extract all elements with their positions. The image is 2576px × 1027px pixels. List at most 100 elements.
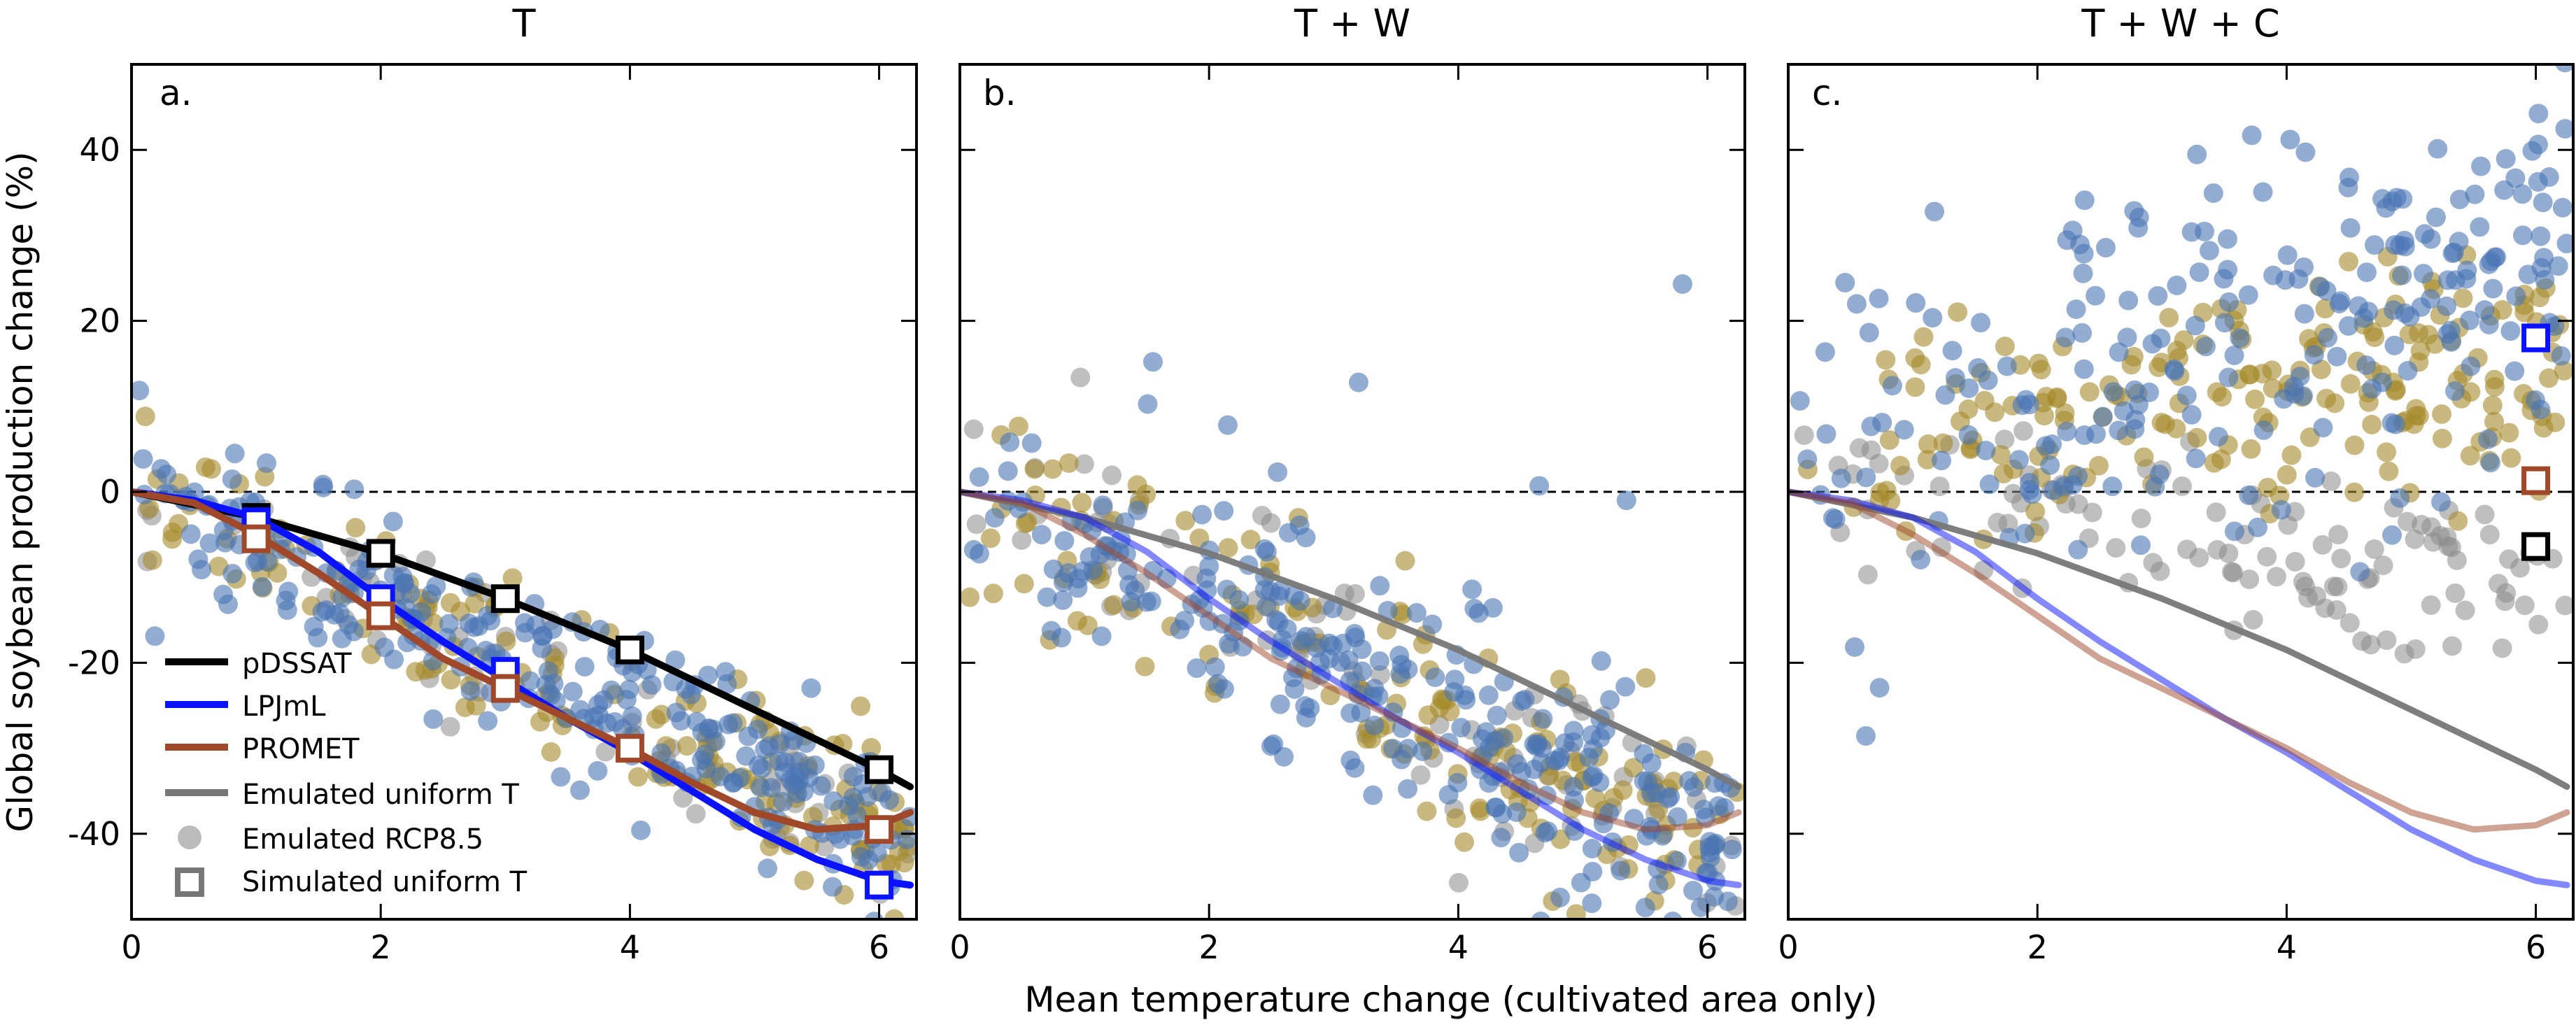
scatter-point-blue xyxy=(2372,372,2393,392)
scatter-point-blue xyxy=(218,594,238,614)
simulated-square-promet xyxy=(241,524,271,553)
scatter-point-gold xyxy=(2484,369,2505,390)
scatter-point-blue xyxy=(1694,800,1714,820)
scatter-point-blue xyxy=(2382,525,2402,545)
scatter-point-blue xyxy=(525,615,546,635)
scatter-point-blue xyxy=(133,449,153,469)
scatter-point-grey xyxy=(2323,576,2344,597)
scatter-point-blue xyxy=(2310,276,2330,297)
scatter-point-blue xyxy=(312,602,332,622)
scatter-point-grey xyxy=(2331,548,2351,569)
scatter-point-blue xyxy=(544,674,564,694)
x-axis-label: Mean temperature change (cultivated area… xyxy=(1024,979,1877,1020)
scatter-point-blue xyxy=(569,780,590,800)
scatter-point-blue xyxy=(1364,679,1385,699)
scatter-point-gold xyxy=(851,696,871,716)
scatter-point-blue xyxy=(588,760,608,781)
scatter-point-blue xyxy=(2535,269,2555,290)
scatter-point-gold xyxy=(1072,493,1092,513)
scatter-point-blue xyxy=(2317,327,2337,348)
scatter-point-gold xyxy=(1664,771,1684,791)
legend-label: LPJmL xyxy=(242,690,326,723)
simulated-square-promet xyxy=(490,674,520,703)
scatter-point-blue xyxy=(181,524,201,544)
legend-item-simulated-uniform-t: Simulated uniform T xyxy=(175,866,528,898)
scatter-point-blue xyxy=(1714,798,1734,818)
scatter-point-blue xyxy=(1270,694,1290,714)
scatter-point-blue xyxy=(392,567,413,587)
scatter-point-grey xyxy=(2223,562,2244,583)
scatter-point-gold xyxy=(1613,780,1633,800)
scatter-point-blue xyxy=(1958,425,1979,445)
simulated-square-pdssat xyxy=(490,584,520,614)
scatter-point-gold xyxy=(1059,453,1079,473)
scatter-point-gold xyxy=(2340,374,2361,394)
legend-item-pdssat: pDSSAT xyxy=(165,648,352,680)
scatter-point-blue xyxy=(1422,614,1443,635)
scatter-point-gold xyxy=(2499,423,2519,443)
scatter-point-grey xyxy=(2172,476,2192,497)
scatter-point-grey xyxy=(2278,515,2298,535)
simulated-square-pdssat xyxy=(2521,532,2551,561)
scatter-point-grey xyxy=(2239,569,2260,590)
scatter-point-blue xyxy=(2400,306,2420,327)
scatter-point-blue xyxy=(2505,361,2525,381)
scatter-point-blue xyxy=(2165,361,2185,381)
scatter-point-gold xyxy=(1913,327,1934,347)
scatter-point-gold xyxy=(1870,482,1890,502)
scatter-point-blue xyxy=(2461,356,2481,376)
x-tick-label: 4 xyxy=(2277,928,2297,966)
scatter-point-gold xyxy=(2530,288,2550,308)
scatter-point-blue xyxy=(2294,304,2314,324)
scatter-point-grey xyxy=(2068,494,2088,514)
scatter-point-gold xyxy=(135,406,155,427)
scatter-point-blue xyxy=(1053,590,1073,610)
scatter-point-blue xyxy=(1660,786,1680,807)
scatter-point-blue xyxy=(1615,677,1636,697)
scatter-point-blue xyxy=(1679,771,1699,791)
scatter-point-blue xyxy=(1564,777,1584,797)
scatter-point-gold xyxy=(2365,327,2385,348)
scatter-point-gold xyxy=(980,528,1000,548)
scatter-point-blue xyxy=(145,626,165,646)
scatter-point-blue xyxy=(383,511,403,532)
scatter-point-blue xyxy=(1438,785,1459,805)
simulated-square-promet xyxy=(865,815,894,844)
simulated-square-promet xyxy=(615,734,644,763)
scatter-point-blue xyxy=(2203,183,2223,204)
series-line-promet xyxy=(960,488,1742,833)
scatter-point-blue xyxy=(2074,190,2095,211)
scatter-point-gold xyxy=(651,704,672,725)
scatter-point-gold xyxy=(1024,459,1045,479)
scatter-point-blue xyxy=(2218,292,2239,312)
scatter-point-blue xyxy=(1531,912,1550,919)
scatter-point-blue xyxy=(2445,381,2465,402)
scatter-point-gold xyxy=(162,523,183,543)
scatter-point-blue xyxy=(2062,475,2083,495)
scatter-point-blue xyxy=(2518,264,2538,285)
scatter-point-outlier xyxy=(1217,415,1238,435)
axes: 0 2 4 6 -40 -20 0 20 40 xyxy=(68,63,918,966)
scatter-point-blue xyxy=(998,461,1018,481)
scatter-point-gold xyxy=(2241,439,2261,459)
scatter-point-blue xyxy=(2356,262,2377,283)
axes: 0 2 4 6 xyxy=(1778,63,2575,966)
scatter-point-blue xyxy=(308,628,328,648)
scatter-point-blue xyxy=(1338,650,1359,670)
scatter-point-blue xyxy=(2242,125,2262,146)
scatter-point-gold xyxy=(2448,511,2468,531)
scatter-point-grey xyxy=(2106,538,2126,558)
scatter-point-gold xyxy=(1471,801,1491,821)
scatter-point-blue xyxy=(2253,182,2273,202)
scatter-point-blue xyxy=(665,650,686,670)
scatter-point-gold xyxy=(2484,411,2505,432)
scatter-point-blue xyxy=(1550,887,1570,907)
scatter-point-gold xyxy=(1960,439,1981,460)
scatter-point-blue xyxy=(1425,667,1445,688)
scatter-point-blue xyxy=(2528,134,2549,155)
scatter-point-blue xyxy=(2238,285,2258,305)
scatter-point-blue xyxy=(2506,286,2526,306)
scatter-point-blue xyxy=(1925,201,1945,222)
scatter-point-grey xyxy=(440,716,460,737)
scatter-point-blue xyxy=(1894,420,1914,440)
